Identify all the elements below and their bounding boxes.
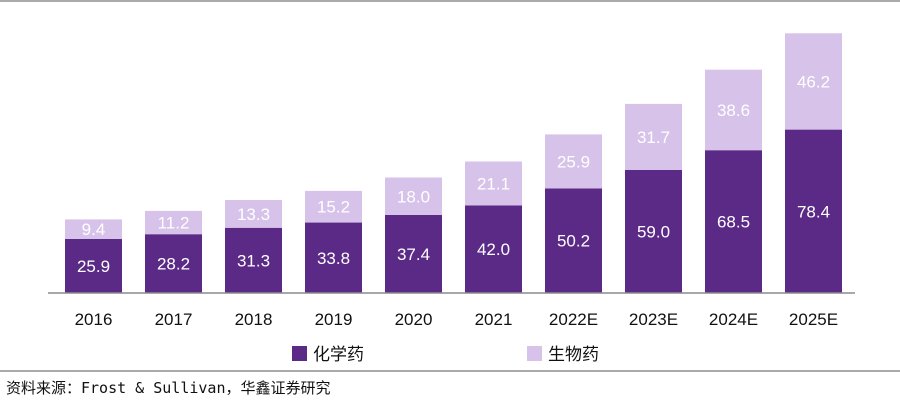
bar-segment-bio-2020	[385, 177, 442, 215]
legend-swatch-chem	[292, 346, 307, 361]
bar-segment-bio-2017	[145, 210, 202, 235]
data-label-bio-2022E: 25.9	[557, 152, 590, 171]
data-label-bio-2016: 9.4	[82, 220, 106, 239]
x-tick-label-2020: 2020	[395, 310, 433, 329]
data-label-bio-2017: 11.2	[158, 214, 190, 233]
data-label-bio-2023E: 31.7	[637, 128, 670, 147]
bar-segment-bio-2024E	[705, 69, 762, 151]
legend: 化学药 生物药	[292, 345, 599, 365]
data-label-chem-2022E: 50.2	[557, 232, 590, 251]
bar-segment-chem-2018	[225, 227, 282, 293]
x-tick-label-2023E: 2023E	[629, 310, 678, 329]
x-tick-label-2019: 2019	[315, 310, 353, 329]
data-label-chem-2024E: 68.5	[717, 213, 750, 232]
bar-segment-bio-2022E	[545, 134, 602, 189]
x-tick-label-2022E: 2022E	[549, 310, 598, 329]
x-tick-label-2016: 2016	[75, 310, 113, 329]
legend-label-bio: 生物药	[548, 345, 599, 365]
x-tick-label-2024E: 2024E	[709, 310, 758, 329]
x-tick-label-2017: 2017	[155, 310, 193, 329]
bar-segment-chem-2016	[65, 239, 122, 293]
bar-segment-bio-2021	[465, 161, 522, 206]
bar-segment-chem-2024E	[705, 150, 762, 293]
data-label-chem-2017: 28.2	[157, 255, 190, 274]
x-tick-labels: 2016 2017 2018 2019 2020 2021 2022E 2023E 2024E 2…	[75, 310, 839, 329]
bar-segment-bio-2023E	[625, 103, 682, 170]
bar-segment-chem-2019	[305, 222, 362, 293]
bar-segment-chem-2021	[465, 205, 522, 293]
source-note: 资料来源：Frost & Sullivan，华鑫证券研究	[6, 379, 331, 397]
bar-segment-chem-2022E	[545, 188, 602, 293]
data-label-bio-2021: 21.1	[477, 175, 510, 194]
data-label-chem-2020: 37.4	[397, 245, 430, 264]
bar-segment-chem-2023E	[625, 170, 682, 293]
data-label-chem-2018: 31.3	[237, 251, 270, 270]
legend-label-chem: 化学药	[313, 345, 364, 365]
bars-group: 25.9 9.4 28.2 11.2 31.3 13.3 33.8 15.2 37.4 18.0 4…	[65, 33, 842, 293]
x-tick-label-2021: 2021	[475, 310, 513, 329]
bar-segment-bio-2019	[305, 190, 362, 223]
data-label-chem-2021: 42.0	[477, 240, 510, 259]
data-label-chem-2019: 33.8	[317, 249, 350, 268]
data-label-bio-2019: 15.2	[317, 198, 350, 217]
bar-segment-bio-2018	[225, 200, 282, 228]
bar-segment-bio-2016	[65, 219, 122, 239]
bar-segment-chem-2025E	[785, 129, 842, 293]
data-label-bio-2024E: 38.6	[717, 101, 750, 120]
legend-swatch-bio	[527, 346, 542, 361]
data-label-chem-2025E: 78.4	[797, 202, 830, 221]
data-label-bio-2018: 13.3	[237, 205, 270, 224]
bar-segment-chem-2020	[385, 215, 442, 293]
data-label-chem-2023E: 59.0	[637, 223, 670, 242]
data-label-bio-2020: 18.0	[397, 187, 430, 206]
bar-segment-bio-2025E	[785, 33, 842, 130]
bar-segment-chem-2017	[145, 234, 202, 293]
data-label-chem-2016: 25.9	[77, 257, 110, 276]
data-label-bio-2025E: 46.2	[797, 72, 830, 91]
x-tick-label-2025E: 2025E	[789, 310, 838, 329]
x-tick-label-2018: 2018	[235, 310, 273, 329]
